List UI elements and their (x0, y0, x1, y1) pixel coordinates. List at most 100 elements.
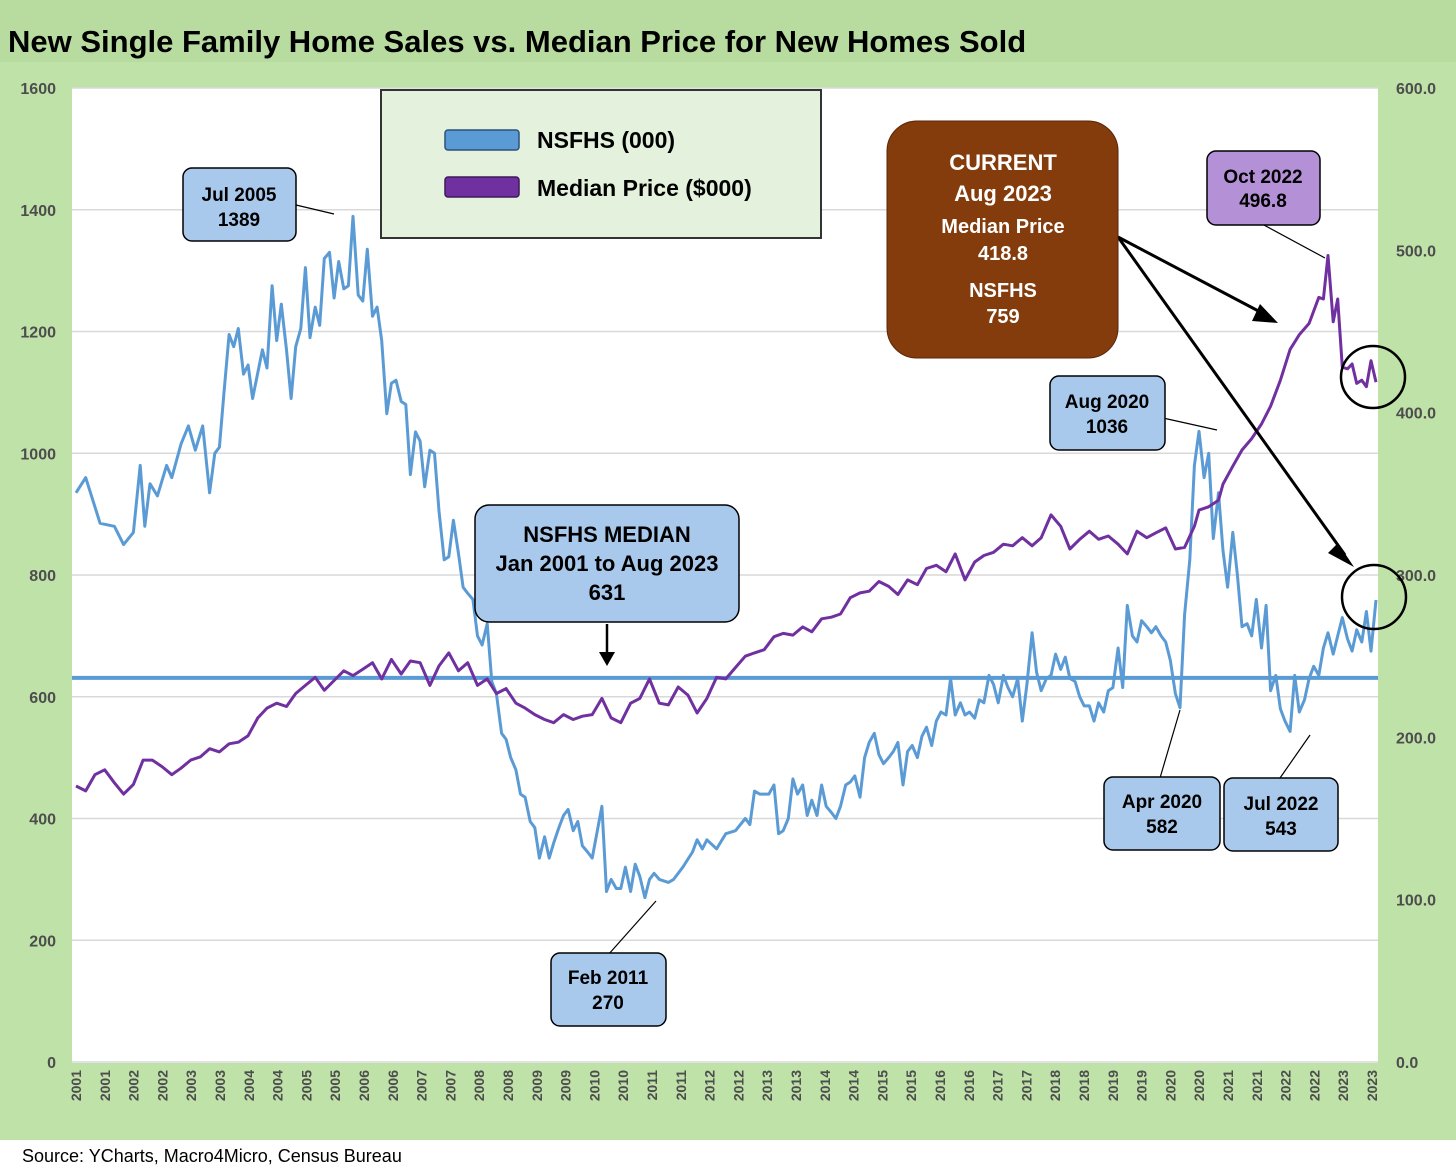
left-tick-label: 1400 (20, 203, 56, 220)
x-tick-label: 2009 (558, 1070, 574, 1101)
callout-current-box (886, 120, 1119, 359)
right-tick-label: 200.0 (1396, 730, 1436, 747)
current-nsfhs-label: NSFHS (969, 280, 1037, 302)
median-arrow-head (599, 652, 615, 666)
x-tick-label: 2018 (1076, 1070, 1092, 1101)
callout-median-range: Jan 2001 to Aug 2023 (496, 551, 719, 576)
x-tick-label: 2023 (1335, 1070, 1351, 1101)
chart-title: New Single Family Home Sales vs. Median … (8, 24, 1026, 59)
x-tick-label: 2011 (673, 1070, 689, 1101)
current-nsfhs-circle (1340, 563, 1408, 631)
legend-swatch-nsfhs (444, 129, 520, 151)
x-tick-label: 2019 (1105, 1070, 1121, 1101)
callout-apr2020: Apr 2020 582 (1103, 776, 1221, 851)
x-tick-label: 2015 (903, 1070, 919, 1101)
callout-aug2020-value: 1036 (1086, 417, 1128, 438)
callout-nsfhs-median: NSFHS MEDIAN Jan 2001 to Aug 2023 631 (474, 504, 740, 623)
x-tick-label: 2022 (1306, 1070, 1322, 1101)
x-tick-label: 2023 (1364, 1070, 1380, 1101)
current-price-value: 418.8 (978, 243, 1028, 265)
left-tick-label: 800 (29, 568, 56, 585)
callout-median-value: 631 (589, 580, 626, 605)
callout-apr2020-value: 582 (1146, 817, 1178, 838)
right-tick-label: 600.0 (1396, 81, 1436, 98)
x-tick-label: 2005 (327, 1070, 343, 1101)
callout-jul2005-date: Jul 2005 (202, 185, 277, 206)
current-price-circle (1339, 344, 1407, 410)
left-tick-label: 400 (29, 812, 56, 829)
x-tick-label: 2022 (1278, 1070, 1294, 1101)
x-tick-label: 2013 (759, 1070, 775, 1101)
callout-oct2022-box (1206, 150, 1321, 226)
legend-label-price: Median Price ($000) (537, 175, 752, 201)
x-tick-label: 2006 (385, 1070, 401, 1101)
callout-aug2020-box (1049, 375, 1166, 451)
x-tick-label: 2019 (1134, 1070, 1150, 1101)
left-tick-label: 0 (47, 1055, 56, 1072)
x-tick-label: 2005 (298, 1070, 314, 1101)
x-tick-label: 2008 (500, 1070, 516, 1101)
nsfhs-series-line (74, 214, 1378, 900)
x-tick-label: 2002 (154, 1070, 170, 1101)
x-tick-label: 2010 (615, 1070, 631, 1101)
x-tick-label: 2020 (1191, 1070, 1207, 1101)
right-axis-ticks: 0.0 100.0 200.0 300.0 400.0 500.0 600.0 (1396, 81, 1436, 1072)
x-tick-label: 2004 (270, 1070, 286, 1101)
callout-jul2022-box (1223, 777, 1339, 852)
x-tick-label: 2001 (97, 1070, 113, 1101)
callout-median-box (474, 504, 740, 623)
current-nsfhs-value: 759 (986, 306, 1019, 328)
legend-label-nsfhs: NSFHS (000) (537, 127, 675, 153)
leader-jul2022 (1279, 734, 1311, 779)
median-price-series-line (75, 254, 1378, 796)
x-tick-label: 2010 (586, 1070, 602, 1101)
x-tick-label: 2016 (932, 1070, 948, 1101)
x-axis-ticks: 2001 2001 2002 2002 2003 2003 2004 2004 2005 2005… (68, 1070, 1380, 1101)
callout-jul2022-date: Jul 2022 (1244, 794, 1319, 815)
current-date: Aug 2023 (954, 181, 1052, 206)
current-arrow-price-head (1252, 304, 1278, 323)
callout-feb2011-value: 270 (592, 993, 624, 1014)
x-tick-label: 2021 (1249, 1070, 1265, 1101)
leader-feb2011 (607, 900, 657, 956)
left-tick-label: 600 (29, 690, 56, 707)
x-tick-label: 2007 (442, 1070, 458, 1101)
leader-jul2005 (295, 204, 335, 215)
callout-aug2020-date: Aug 2020 (1065, 392, 1149, 413)
callout-jul2022-value: 543 (1265, 819, 1297, 840)
x-tick-label: 2017 (1018, 1070, 1034, 1101)
callout-feb2011: Feb 2011 270 (550, 952, 667, 1027)
x-tick-label: 2002 (126, 1070, 142, 1101)
x-tick-label: 2007 (414, 1070, 430, 1101)
current-arrow-price-shaft (1117, 235, 1267, 317)
left-tick-label: 1200 (20, 325, 56, 342)
x-tick-label: 2003 (212, 1070, 228, 1101)
source-note: Source: YCharts, Macro4Micro, Census Bur… (22, 1146, 402, 1166)
x-tick-label: 2008 (471, 1070, 487, 1101)
callout-jul2005-value: 1389 (218, 210, 260, 231)
leader-lines (295, 204, 1326, 956)
left-tick-label: 1000 (20, 446, 56, 463)
x-tick-label: 2018 (1047, 1070, 1063, 1101)
callout-jul2005: Jul 2005 1389 (182, 167, 297, 242)
x-tick-label: 2012 (702, 1070, 718, 1101)
x-tick-label: 2016 (961, 1070, 977, 1101)
x-tick-label: 2015 (874, 1070, 890, 1101)
callout-apr2020-box (1103, 776, 1221, 851)
x-tick-label: 2014 (846, 1070, 862, 1101)
x-tick-label: 2006 (356, 1070, 372, 1101)
title-band (0, 0, 1456, 62)
callout-feb2011-box (550, 952, 667, 1027)
callout-oct2022-date: Oct 2022 (1223, 167, 1302, 188)
right-tick-label: 0.0 (1396, 1055, 1418, 1072)
callout-median-title: NSFHS MEDIAN (523, 522, 690, 547)
current-label: CURRENT (949, 150, 1057, 175)
leader-oct2022 (1261, 223, 1326, 259)
leader-apr2020 (1159, 709, 1181, 779)
callout-jul2022: Jul 2022 543 (1223, 777, 1339, 852)
callout-feb2011-date: Feb 2011 (568, 968, 649, 989)
legend: NSFHS (000) Median Price ($000) (380, 89, 822, 239)
right-tick-label: 100.0 (1396, 893, 1436, 910)
